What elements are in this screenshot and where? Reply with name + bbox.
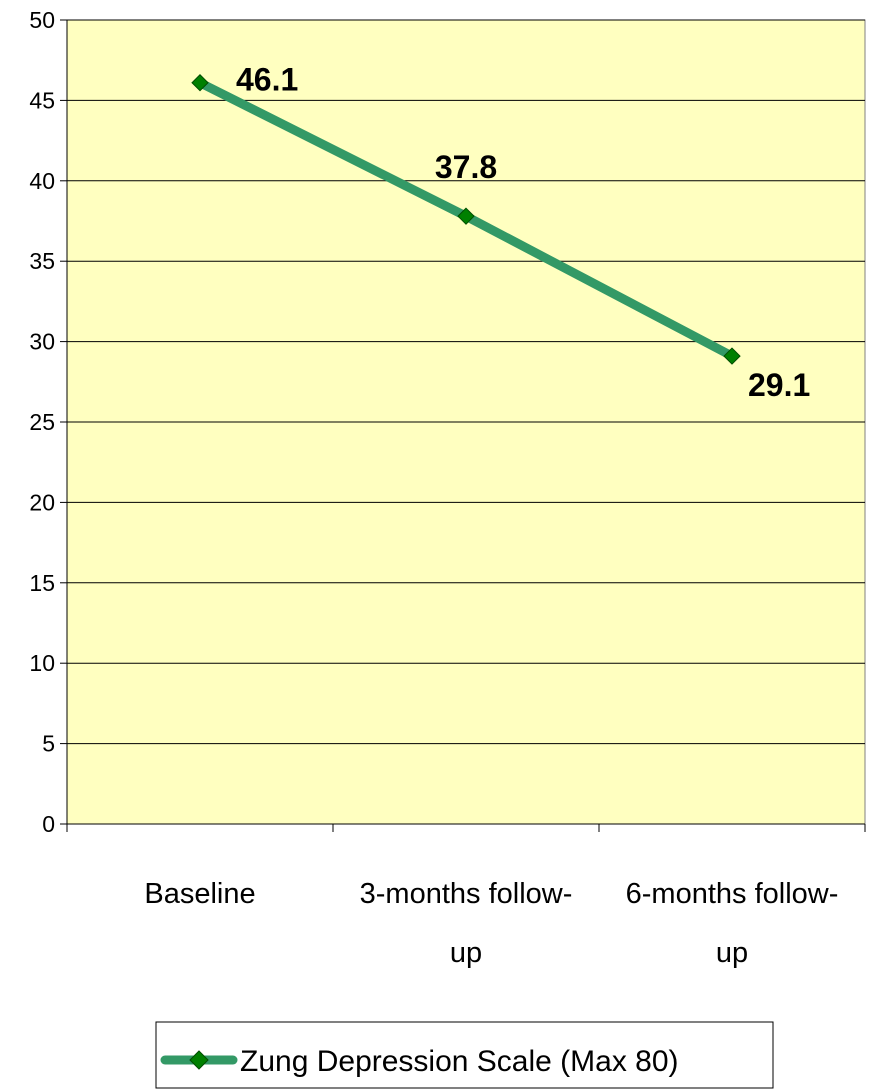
data-point-marker — [723, 347, 741, 365]
series-zung: 46.1 37.8 29.1 — [191, 62, 810, 403]
data-point-marker — [457, 207, 475, 225]
legend-box — [155, 1021, 774, 1089]
plot-area — [66, 19, 866, 825]
legend-label: Zung Depression Scale (Max 80) — [240, 1045, 679, 1078]
x-tick-label-line: up — [450, 937, 482, 969]
y-tick-label: 50 — [29, 7, 55, 33]
data-label: 29.1 — [748, 367, 810, 403]
y-tick-label: 15 — [29, 570, 55, 596]
x-tick-label-line: 6-months follow- — [626, 878, 839, 910]
y-tick-label: 35 — [29, 248, 55, 274]
x-tick-label-line: Baseline — [144, 878, 255, 910]
legend-marker-swatch — [189, 1050, 209, 1070]
x-tick-label: Baseline — [144, 878, 255, 910]
x-tick-label-line: up — [716, 937, 748, 969]
y-tick-label: 0 — [42, 811, 55, 837]
x-tick-label: 6-months follow-up — [626, 878, 839, 969]
y-tick-label: 45 — [29, 87, 55, 113]
y-tick-label: 5 — [42, 731, 55, 757]
y-axis-ticks: 0 5 10 15 20 25 30 35 40 45 50 — [29, 7, 68, 837]
x-axis: Baseline 3-months follow-up6-months follo… — [66, 823, 866, 969]
legend: Zung Depression Scale (Max 80) — [155, 1021, 774, 1089]
y-tick-label: 25 — [29, 409, 55, 435]
y-tick-label: 40 — [29, 168, 55, 194]
y-tick-label: 30 — [29, 329, 55, 355]
y-tick-label: 20 — [29, 489, 55, 515]
data-label: 46.1 — [236, 62, 298, 98]
data-point-marker — [191, 74, 209, 92]
x-tick-label-line: 3-months follow- — [360, 878, 573, 910]
x-tick-label: 3-months follow-up — [360, 878, 573, 969]
data-label: 37.8 — [435, 149, 497, 185]
y-tick-label: 10 — [29, 650, 55, 676]
